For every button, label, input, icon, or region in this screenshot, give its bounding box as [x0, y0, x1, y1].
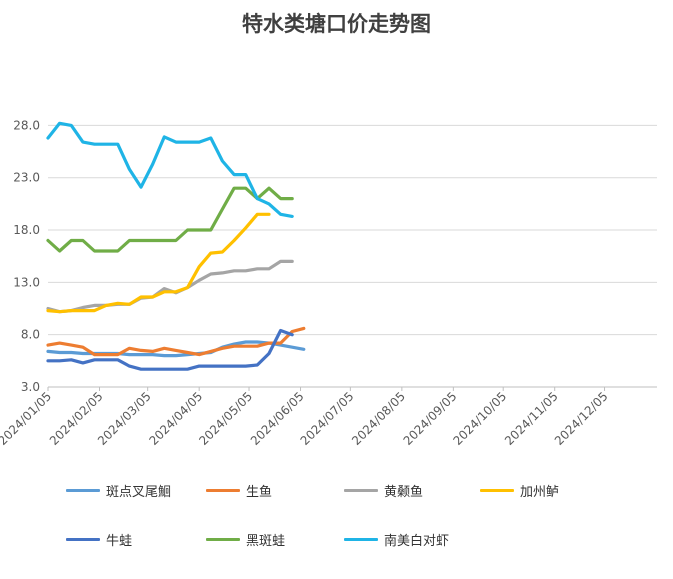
y-tick-label: 28.0 [13, 118, 40, 132]
legend-item: 黄颡鱼 [344, 481, 423, 500]
series-line [46, 212, 271, 314]
legend-item: 牛蛙 [66, 530, 132, 549]
legend-item: 黑斑蛙 [206, 530, 285, 549]
x-tick-label: 2024/10/05 [451, 389, 510, 448]
x-tick-label: 2024/12/05 [552, 389, 611, 448]
series-line [46, 326, 306, 357]
legend-label: 斑点叉尾鮰 [106, 485, 172, 500]
legend-item: 南美白对虾 [344, 530, 449, 549]
x-tick-label: 2024/08/05 [349, 389, 408, 448]
legend-label: 加州鲈 [520, 485, 560, 500]
legend-swatch [66, 538, 100, 541]
legend-label: 牛蛙 [106, 534, 133, 549]
series-line [46, 328, 294, 371]
y-tick-label: 3.0 [21, 380, 40, 394]
y-tick-label: 13.0 [13, 275, 40, 289]
y-tick-label: 18.0 [13, 223, 40, 237]
legend-item: 斑点叉尾鮰 [66, 481, 171, 500]
y-tick-label: 8.0 [21, 328, 40, 342]
legend-item: 生鱼 [206, 481, 272, 500]
legend-swatch [206, 538, 240, 541]
legend-swatch [480, 489, 514, 492]
legend-swatch [206, 489, 240, 492]
series-line [46, 121, 294, 218]
legend-label: 黄颡鱼 [384, 485, 424, 500]
legend-label: 生鱼 [246, 485, 273, 500]
x-tick-label: 2024/07/05 [298, 389, 357, 448]
chart-title: 特水类塘口价走势图 [242, 11, 431, 36]
series-line [46, 186, 294, 253]
y-tick-label: 23.0 [13, 171, 40, 185]
legend-label: 黑斑蛙 [246, 534, 286, 549]
legend-item: 加州鲈 [480, 481, 559, 500]
series-line [46, 259, 294, 314]
legend-swatch [344, 538, 378, 541]
legend-swatch [66, 489, 100, 492]
legend-label: 南美白对虾 [384, 534, 450, 549]
x-tick-label: 2024/01/05 [0, 389, 54, 448]
x-tick-label: 2024/05/05 [196, 389, 255, 448]
legend-swatch [344, 489, 378, 492]
